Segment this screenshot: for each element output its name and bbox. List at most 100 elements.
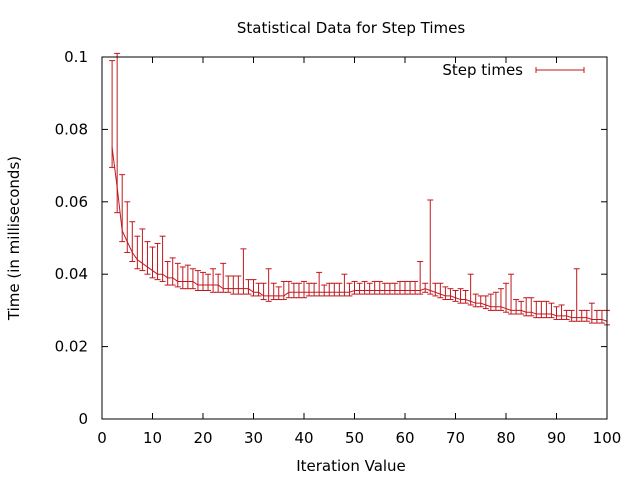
error-bar xyxy=(270,282,277,301)
error-bar xyxy=(200,271,206,291)
error-bar xyxy=(129,221,136,263)
error-bar xyxy=(381,282,388,295)
x-tick-label: 80 xyxy=(496,429,515,447)
error-bar xyxy=(174,262,181,288)
error-bar xyxy=(497,288,504,311)
error-bar xyxy=(275,286,282,301)
error-bar xyxy=(593,309,600,324)
error-bar xyxy=(341,273,348,297)
error-bar xyxy=(427,199,434,295)
error-bar xyxy=(230,275,237,295)
error-bar xyxy=(316,271,323,297)
error-bar xyxy=(543,300,550,319)
error-bar xyxy=(437,282,444,299)
error-bar xyxy=(477,295,484,308)
error-bar xyxy=(361,280,368,295)
error-bar xyxy=(366,282,373,295)
error-bar xyxy=(280,280,287,301)
error-bar xyxy=(472,293,479,308)
error-bar xyxy=(391,282,398,295)
error-bar xyxy=(386,282,393,295)
error-bar xyxy=(396,280,403,295)
error-bar xyxy=(109,60,116,168)
error-bar xyxy=(235,275,242,295)
chart-title: Statistical Data for Step Times xyxy=(237,19,465,37)
error-bar xyxy=(194,270,201,291)
error-bar xyxy=(114,52,121,214)
legend: Step times xyxy=(442,61,585,79)
error-bar xyxy=(568,309,575,322)
error-bar xyxy=(301,280,307,299)
y-tick-label: 0 xyxy=(78,410,88,428)
plot-frame xyxy=(101,56,608,420)
error-bar xyxy=(346,282,353,297)
error-bar xyxy=(290,282,297,299)
error-bar xyxy=(457,288,464,304)
y-tick-label: 0.06 xyxy=(55,193,88,211)
error-bar xyxy=(225,275,232,293)
tick-labels: 0 10 20 30 40 50 60 70 80 90 100 0 0.02 0.04 0.06 0.08 0… xyxy=(55,48,622,447)
error-bar xyxy=(467,273,474,306)
y-tick-label: 0.08 xyxy=(55,120,88,138)
error-bar xyxy=(573,268,580,322)
error-bar xyxy=(356,282,363,295)
error-bar xyxy=(376,280,383,295)
error-bar xyxy=(598,309,605,324)
error-bar xyxy=(578,309,585,322)
error-bar xyxy=(583,309,590,322)
x-tick-label: 90 xyxy=(547,429,566,447)
error-bar xyxy=(169,257,176,286)
error-bar xyxy=(189,268,196,290)
error-bar xyxy=(149,246,156,279)
error-bar xyxy=(588,302,595,324)
error-bar xyxy=(205,273,212,291)
error-bar xyxy=(215,273,222,293)
error-bar xyxy=(139,228,146,272)
error-bar xyxy=(321,284,328,297)
error-bar xyxy=(134,235,141,270)
x-tick-label: 30 xyxy=(244,429,263,447)
error-bar xyxy=(513,299,520,315)
error-bar xyxy=(523,297,530,317)
error-bar xyxy=(563,309,570,320)
y-tick-label: 0.02 xyxy=(55,338,88,356)
error-bar xyxy=(250,279,257,297)
error-bar xyxy=(422,282,429,293)
error-bar xyxy=(154,242,161,281)
error-bar xyxy=(553,306,560,320)
error-bar xyxy=(295,282,302,299)
error-bar xyxy=(210,268,217,293)
x-tick-label: 40 xyxy=(294,429,313,447)
error-bar xyxy=(285,280,292,299)
error-bar xyxy=(558,304,565,320)
error-bar xyxy=(306,282,313,297)
error-bar xyxy=(442,286,449,301)
error-bar xyxy=(164,261,171,286)
error-bar xyxy=(447,288,454,301)
error-bar xyxy=(351,280,358,295)
error-bar xyxy=(538,300,545,319)
error-bar xyxy=(402,280,408,295)
error-bar xyxy=(492,291,499,311)
error-bar xyxy=(245,279,252,295)
x-tick-label: 100 xyxy=(593,429,622,447)
error-bar xyxy=(371,280,378,295)
error-bar xyxy=(220,262,227,293)
error-bar xyxy=(508,273,515,315)
x-tick-label: 20 xyxy=(193,429,212,447)
error-bar xyxy=(487,293,494,311)
error-bar xyxy=(417,261,424,295)
error-bar xyxy=(533,300,540,319)
error-bar xyxy=(336,282,343,297)
x-tick-label: 70 xyxy=(446,429,465,447)
error-bar xyxy=(518,300,525,315)
error-bar xyxy=(407,280,414,295)
error-bar xyxy=(124,201,131,253)
x-tick-label: 60 xyxy=(395,429,414,447)
error-bar xyxy=(184,264,191,290)
error-bar xyxy=(311,282,318,297)
y-axis-label: Time (in milliseconds) xyxy=(5,156,23,321)
error-bar xyxy=(144,241,151,275)
error-bar xyxy=(265,268,272,302)
